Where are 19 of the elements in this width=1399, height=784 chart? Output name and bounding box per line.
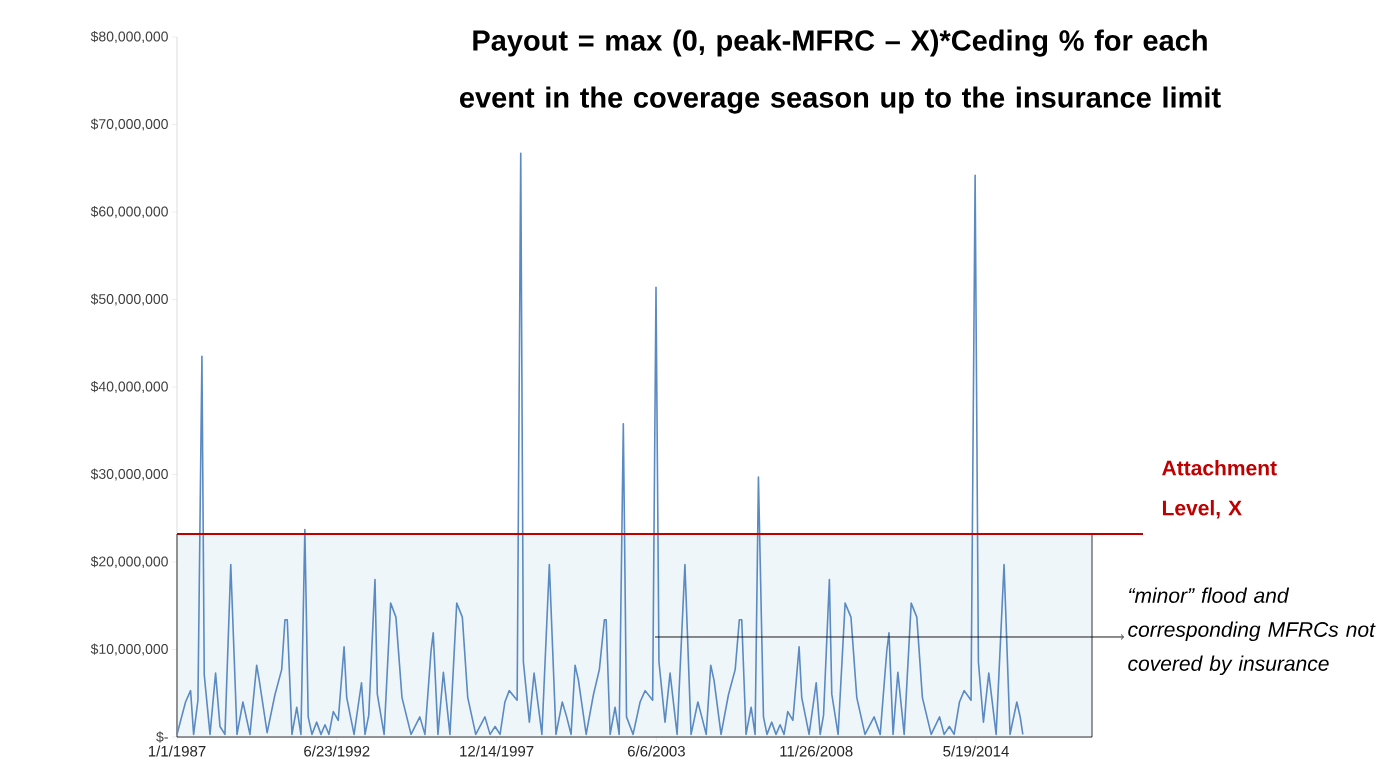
y-tick-label: $- <box>156 731 168 743</box>
line-series <box>176 152 1024 736</box>
y-tick-label: $20,000,000 <box>90 555 168 569</box>
x-tick-label: 6/6/2003 <box>627 745 685 757</box>
y-tick-label: $70,000,000 <box>90 118 168 131</box>
x-tick-label: 11/26/2008 <box>780 745 853 757</box>
y-tick-label: $60,000,000 <box>90 205 168 219</box>
text: Payout = max (0, peak-MFRC – X)*Ceding % for each event in the coverage season up to the insurance limit <box>460 29 1221 114</box>
y-tick-label: $30,000,000 <box>90 468 168 481</box>
y-tick-label: $50,000,000 <box>90 293 168 306</box>
x-tick-label: 1/1/1987 <box>148 745 206 757</box>
ref-line-label: Attachment Level, X <box>1162 460 1277 519</box>
x-tick-label: 12/14/1997 <box>460 745 534 757</box>
x-tick-label: 6/23/1992 <box>304 745 370 757</box>
y-tick-label: $40,000,000 <box>90 380 168 394</box>
y-tick-label: $80,000,000 <box>90 30 168 44</box>
x-tick-label: 5/19/2014 <box>943 745 1009 757</box>
y-tick-label: $10,000,000 <box>90 643 168 656</box>
text: “minor” flood and corresponding MFRCs not covered by insurance <box>1128 587 1376 676</box>
